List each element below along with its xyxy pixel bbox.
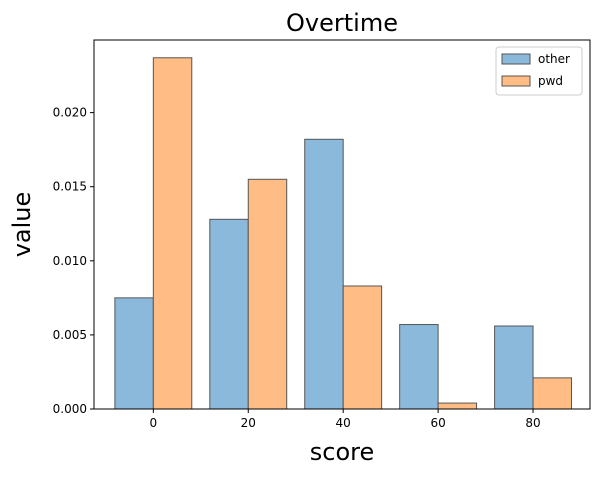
x-tick-label: 60 xyxy=(430,416,445,430)
x-tick-label: 0 xyxy=(150,416,158,430)
legend-swatch-other xyxy=(501,53,531,65)
legend-swatch-pwd xyxy=(501,75,531,87)
bar-other-20 xyxy=(209,218,249,410)
y-axis-ticks: 0.000 0.005 0.010 0.015 0.020 xyxy=(53,106,94,416)
bar-pwd-40 xyxy=(342,285,383,410)
bar-pwd-20 xyxy=(247,178,288,410)
y-tick-label: 0.015 xyxy=(53,180,87,194)
legend-label-pwd: pwd xyxy=(538,74,563,88)
y-tick-label: 0.005 xyxy=(53,328,87,342)
x-axis-label: score xyxy=(310,438,375,466)
x-tick-label: 20 xyxy=(241,416,256,430)
bar-pwd-0 xyxy=(152,57,193,410)
x-tick-label: 40 xyxy=(336,416,351,430)
y-tick-label: 0.010 xyxy=(53,254,87,268)
legend: other pwd xyxy=(495,46,583,96)
bar-pwd-80 xyxy=(532,377,572,410)
plot-bars xyxy=(114,57,572,410)
y-tick-label: 0.000 xyxy=(53,402,87,416)
y-axis-label: value xyxy=(8,192,36,258)
bar-pwd-60 xyxy=(437,402,478,410)
x-tick-label: 80 xyxy=(525,416,540,430)
x-axis-ticks: 0 20 40 60 80 xyxy=(150,409,541,430)
chart-title: Overtime xyxy=(286,9,398,37)
bar-other-80 xyxy=(494,325,534,410)
bar-other-60 xyxy=(399,324,439,410)
bar-other-0 xyxy=(114,297,154,410)
bar-other-40 xyxy=(304,138,344,410)
y-tick-label: 0.020 xyxy=(53,106,87,120)
legend-label-other: other xyxy=(538,52,570,66)
plot-frame xyxy=(93,39,591,410)
